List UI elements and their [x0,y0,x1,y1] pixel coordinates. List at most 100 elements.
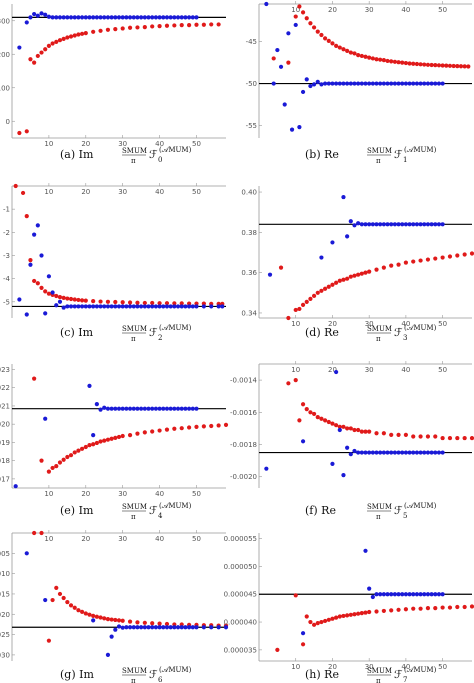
red-point [172,426,177,431]
blue-point [187,304,192,309]
blue-point [168,625,173,630]
blue-point [157,304,162,309]
blue-point [135,406,140,411]
red-point [315,621,320,626]
red-point [323,36,328,41]
blue-point [179,15,184,20]
panel-caption: (c) Im [60,326,94,339]
red-point [422,62,427,67]
blue-point [300,89,306,95]
blue-point [91,433,96,438]
blue-point [396,592,401,597]
blue-point [392,450,397,455]
red-point [334,615,339,620]
blue-point [32,232,37,237]
blue-point [157,15,162,20]
blue-point [440,222,445,227]
red-point [440,255,445,260]
blue-point [150,406,155,411]
blue-point [216,625,221,630]
red-point [35,281,40,286]
y-tick-label: -0.0014 [230,377,258,385]
x-tick-label: 50 [438,320,447,328]
red-point [105,27,111,32]
red-point [469,435,474,441]
red-point [116,434,122,440]
blue-point [124,406,129,411]
red-point [46,291,51,296]
red-point [326,284,331,289]
red-point [72,33,77,38]
red-point [65,599,70,605]
red-point [352,51,357,56]
x-tick-label: 20 [81,140,90,148]
red-point [396,60,401,65]
y-tick-label: 0.017 [0,475,10,483]
red-point [87,612,92,617]
blue-point [370,450,375,455]
x-tick-label: 30 [118,490,127,498]
x-tick-label: 20 [328,663,337,671]
red-point [150,24,155,29]
blue-point [341,473,346,478]
blue-point [209,304,214,309]
red-point [385,58,390,64]
red-point [381,265,386,270]
blue-point [39,253,44,258]
blue-point [414,81,420,86]
blue-point [440,450,445,455]
blue-point [135,304,140,309]
blue-point [392,592,397,597]
red-point [216,22,221,27]
blue-point [91,618,96,623]
y-tick-label: -2 [3,229,10,237]
x-tick-label: 10 [291,366,300,374]
form-factor-index: 4 [158,512,163,520]
red-point [278,265,284,270]
blue-point [385,222,390,227]
red-point [17,130,22,136]
fraction-denominator: π [376,677,381,683]
red-point [458,64,464,69]
red-point [308,21,313,26]
red-point [330,616,335,621]
red-point [105,437,111,442]
red-point [407,61,412,66]
blue-point [57,15,63,20]
fraction-numerator: SMUM [122,667,147,675]
blue-point [28,15,33,20]
red-point [341,424,346,429]
x-tick-label: 40 [155,535,164,543]
y-tick-label: 0.019 [0,439,10,447]
red-point [367,429,372,434]
blue-point [429,450,434,455]
fraction-denominator: π [131,513,136,521]
blue-point [400,222,405,227]
red-point [120,618,125,623]
x-tick-label: 30 [118,140,127,148]
red-point [389,59,394,64]
red-point [330,282,335,287]
x-tick-label: 40 [155,490,164,498]
panel-caption: (e) Im [60,504,94,517]
blue-point [403,450,408,455]
blue-point [367,450,372,455]
red-point [102,438,107,443]
red-point [311,411,317,417]
red-point [223,422,229,428]
x-tick-label: 50 [192,140,201,148]
blue-point [120,406,125,411]
x-tick-label: 30 [365,320,374,328]
blue-point [157,406,162,411]
red-point [334,423,339,428]
red-point [113,617,118,623]
blue-point [183,15,188,20]
blue-point [194,625,199,630]
blue-point [363,548,368,553]
y-tick-label: -0.00025 [0,631,10,639]
blue-point [153,625,158,630]
blue-point [24,551,29,556]
red-point [68,453,74,458]
blue-point [425,222,431,227]
blue-point [323,81,328,86]
